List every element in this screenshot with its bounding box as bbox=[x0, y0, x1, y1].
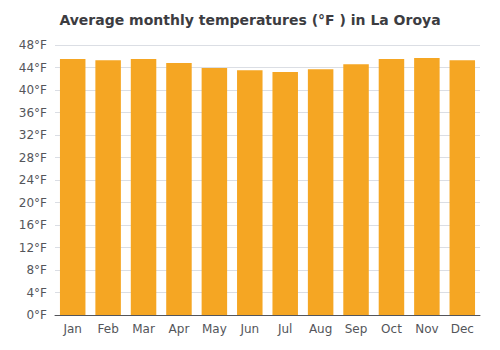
svg-text:Apr: Apr bbox=[169, 322, 190, 336]
svg-text:Mar: Mar bbox=[132, 322, 155, 336]
svg-text:12°F: 12°F bbox=[19, 241, 47, 255]
svg-text:8°F: 8°F bbox=[26, 263, 47, 277]
svg-text:0°F: 0°F bbox=[26, 308, 47, 322]
svg-text:Nov: Nov bbox=[415, 322, 438, 336]
svg-text:20°F: 20°F bbox=[19, 196, 47, 210]
svg-text:48°F: 48°F bbox=[19, 38, 47, 52]
svg-text:Jul: Jul bbox=[277, 322, 292, 336]
svg-text:Feb: Feb bbox=[98, 322, 119, 336]
svg-text:44°F: 44°F bbox=[19, 61, 47, 75]
svg-text:36°F: 36°F bbox=[19, 106, 47, 120]
svg-text:40°F: 40°F bbox=[19, 83, 47, 97]
svg-text:Aug: Aug bbox=[309, 322, 332, 336]
svg-text:Jun: Jun bbox=[239, 322, 259, 336]
svg-text:24°F: 24°F bbox=[19, 173, 47, 187]
svg-text:4°F: 4°F bbox=[26, 286, 47, 300]
svg-text:May: May bbox=[202, 322, 227, 336]
svg-text:16°F: 16°F bbox=[19, 218, 47, 232]
svg-text:Average monthly temperatures (: Average monthly temperatures (°F ) in La… bbox=[59, 12, 440, 28]
svg-text:Sep: Sep bbox=[345, 322, 368, 336]
svg-text:Dec: Dec bbox=[451, 322, 474, 336]
svg-text:Jan: Jan bbox=[62, 322, 82, 336]
svg-text:28°F: 28°F bbox=[19, 151, 47, 165]
svg-text:32°F: 32°F bbox=[19, 128, 47, 142]
svg-text:Oct: Oct bbox=[381, 322, 402, 336]
